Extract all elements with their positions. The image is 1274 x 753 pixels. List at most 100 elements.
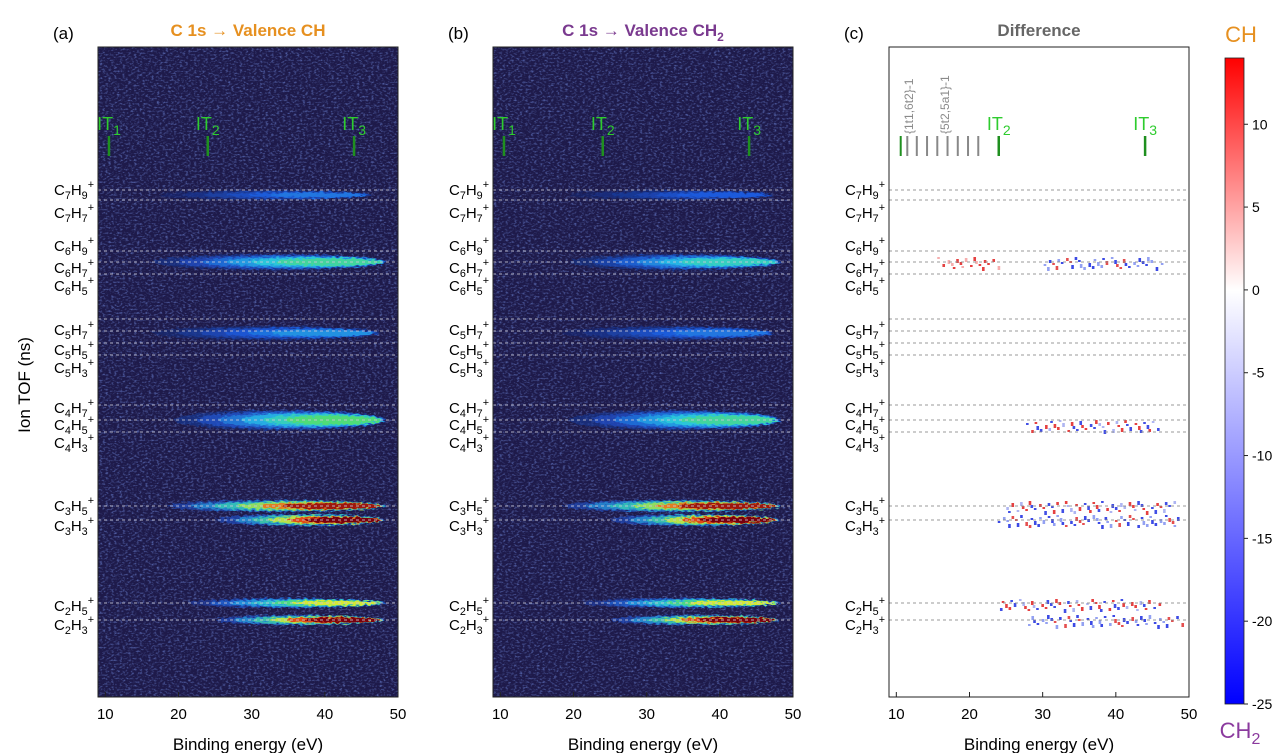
difference-pixel: [1112, 615, 1116, 617]
plot-frame: [97, 46, 399, 698]
difference-pixel: [1114, 260, 1117, 264]
difference-pixel: [1130, 602, 1134, 606]
difference-pixel: [983, 260, 987, 263]
difference-pixel: [1089, 424, 1093, 427]
difference-pixel: [1146, 425, 1150, 429]
difference-pixel: [1109, 524, 1113, 528]
difference-pixel: [1091, 625, 1095, 628]
difference-pixel: [1123, 506, 1127, 509]
difference-pixel: [1124, 263, 1128, 266]
difference-pixel: [1148, 429, 1152, 432]
difference-pixel: [1008, 511, 1011, 513]
difference-pixel: [1173, 525, 1177, 527]
difference-pixel: [1156, 503, 1159, 506]
difference-pixel: [1028, 525, 1032, 528]
difference-pixel: [1047, 615, 1050, 619]
difference-pixel: [1069, 620, 1073, 622]
difference-pixel: [1028, 501, 1032, 505]
colorbar-bottom-label: CH2: [1220, 718, 1261, 748]
difference-pixel: [1057, 427, 1060, 430]
ion-label-c2h3p: C2H3+: [845, 614, 885, 637]
difference-pixel: [1095, 420, 1098, 424]
difference-pixel: [1105, 261, 1109, 265]
difference-pixel: [1171, 521, 1175, 524]
difference-pixel: [1138, 426, 1141, 430]
difference-pixel: [1042, 520, 1046, 524]
colorbar-tick-label: -10: [1252, 448, 1272, 464]
difference-pixel: [1098, 423, 1102, 426]
difference-pixel: [1011, 516, 1015, 519]
ion-label-c5h3p: C5H3+: [845, 357, 885, 380]
difference-pixel: [1043, 264, 1047, 266]
difference-pixel: [1100, 624, 1104, 627]
ion-label-c4h7p: C4H7+: [449, 397, 489, 420]
difference-pixel: [1033, 521, 1037, 525]
difference-pixel: [975, 261, 978, 264]
difference-pixel: [1119, 267, 1123, 269]
difference-pixel: [1032, 605, 1036, 608]
difference-pixel: [1055, 266, 1059, 270]
difference-pixel: [1083, 267, 1086, 270]
difference-pixel: [1113, 604, 1117, 608]
difference-pixel: [1055, 625, 1059, 629]
ion-label-c3h5p: C3H5+: [54, 495, 94, 518]
difference-pixel: [1076, 429, 1079, 431]
ion-label-c6h9p: C6H9+: [449, 235, 489, 258]
difference-pixel: [1008, 607, 1012, 610]
difference-pixel: [1145, 264, 1148, 266]
ion-label-c6h9p: C6H9+: [845, 235, 885, 258]
marker-it3: IT3: [1133, 114, 1157, 138]
difference-pixel: [1008, 524, 1011, 528]
ion-label-c5h5p: C5H5+: [54, 339, 94, 362]
band-c2h3: [699, 617, 775, 623]
difference-pixel: [1078, 619, 1081, 621]
difference-pixel: [1129, 427, 1133, 431]
difference-pixel: [1061, 522, 1065, 525]
x-tick-label: 30: [243, 706, 260, 723]
difference-pixel: [1075, 517, 1078, 521]
difference-pixel: [1073, 511, 1077, 514]
band-c2h5: [686, 600, 776, 606]
background-noise: [493, 47, 793, 697]
difference-pixel: [1120, 428, 1124, 432]
difference-pixel: [1140, 616, 1143, 620]
difference-pixel: [1070, 521, 1073, 524]
difference-pixel: [1120, 599, 1124, 601]
difference-pixel: [1159, 506, 1163, 508]
difference-pixel: [1056, 502, 1059, 505]
difference-pixel: [1098, 620, 1102, 624]
difference-pixel: [1109, 511, 1113, 513]
difference-pixel: [1044, 511, 1047, 515]
difference-pixel: [1151, 507, 1154, 509]
difference-pixel: [1073, 524, 1077, 526]
difference-pixel: [1036, 608, 1039, 610]
difference-pixel: [1051, 506, 1054, 508]
difference-pixel: [1137, 525, 1140, 528]
difference-pixel: [1147, 257, 1150, 261]
difference-pixel: [1108, 608, 1112, 611]
difference-pixel: [1148, 600, 1151, 604]
difference-pixel: [1048, 428, 1052, 431]
y-axis-label: Ion TOF (ns): [15, 337, 34, 433]
ion-label-c2h3p: C2H3+: [449, 614, 489, 637]
difference-pixel: [1122, 603, 1125, 607]
difference-pixel: [1016, 510, 1020, 512]
x-tick-label: 10: [888, 706, 905, 723]
difference-pixel: [1072, 623, 1076, 627]
difference-pixel: [1079, 421, 1083, 425]
difference-pixel: [1149, 516, 1152, 518]
x-tick-label: 30: [1034, 706, 1051, 723]
difference-pixel: [1050, 618, 1054, 621]
difference-pixel: [1121, 625, 1124, 627]
difference-pixel: [1101, 501, 1104, 503]
colorbar: CH 10 5 0 -5 -10 -15 -20 -25 CH2: [1220, 22, 1273, 748]
difference-pixel: [1145, 511, 1149, 515]
difference-pixel: [1010, 600, 1013, 602]
difference-pixel: [1058, 602, 1062, 605]
ion-label-c3h5p: C3H5+: [845, 495, 885, 518]
ion-label-c4h5p: C4H5+: [845, 414, 885, 437]
difference-pixel: [1036, 426, 1040, 430]
difference-pixel: [1086, 603, 1089, 605]
difference-pixel: [1081, 425, 1084, 428]
x-axis-label: Binding energy (eV): [568, 735, 718, 753]
